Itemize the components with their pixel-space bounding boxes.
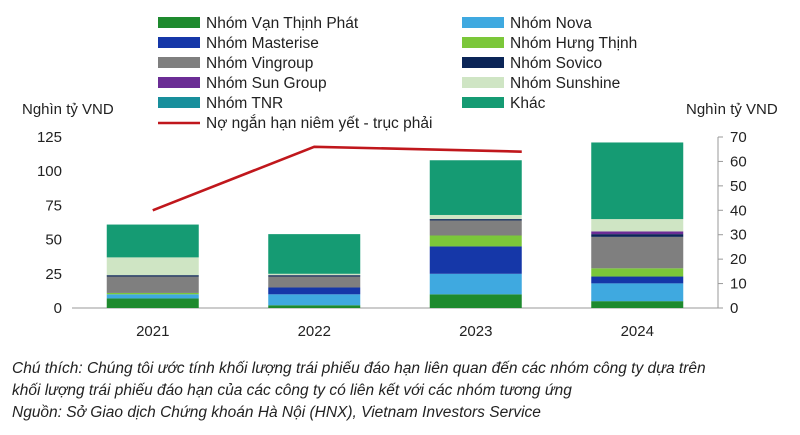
right-tick-label: 60 [730,153,747,170]
bar-segment-nhom-sovico [268,275,361,277]
legend-item-nhom-tnr: Nhóm TNR [158,95,283,112]
legend-label: Nhóm Sunshine [510,75,620,92]
bar-segment-nhom-sunshine [268,273,361,276]
x-tick-label: 2023 [459,323,492,340]
x-tick-label: 2021 [136,323,169,340]
right-tick-label: 30 [730,227,747,244]
left-tick-label: 25 [45,266,62,283]
left-axis-title: Nghìn tỷ VND [22,101,114,118]
bar-segment-nhom-nova [591,283,684,302]
legend-label: Nhóm Nova [510,15,592,32]
bar-segment-nhom-sovico [591,234,684,237]
right-tick-label: 0 [730,300,738,317]
legend-label: Nhóm Vạn Thịnh Phát [206,15,359,32]
footnotes: Chú thích: Chúng tôi ước tính khối lượng… [12,358,792,424]
legend-label: Nhóm Vingroup [206,55,313,72]
left-tick-label: 50 [45,232,62,249]
left-tick-label: 100 [37,163,62,180]
bar-segment-khac [429,160,522,215]
axes: 0 25 50 75 100 125 0 10 20 30 40 50 60 70 2021 2022 2023… [37,129,747,340]
legend-label: Nhóm Hưng Thịnh [510,35,637,52]
legend-item-khac: Khác [462,95,546,112]
bar-segment-nhom-nova [268,294,361,306]
legend-swatch [158,37,200,48]
legend-swatch [462,77,504,88]
right-tick-label: 50 [730,178,747,195]
bar-segment-nhom-sunshine [429,214,522,220]
bar-segment-nhom-van-thinh-phat [591,301,684,308]
legend-label: Nhóm Sovico [510,55,602,72]
legend-item-nhom-sunshine: Nhóm Sunshine [462,75,620,92]
legend-item-nhom-nova: Nhóm Nova [462,15,592,32]
bar-segment-nhom-sovico [106,275,199,277]
bar-segment-nhom-hung-thinh [429,235,522,247]
stacked-bar-chart: Nhóm Vạn Thịnh Phát Nhóm Nova Nhóm Masteri… [22,15,778,340]
bar-segment-nhom-vingroup [591,236,684,269]
legend-item-line: Nợ ngắn hạn niêm yết - trục phải [158,115,432,132]
legend-item-nhom-masterise: Nhóm Masterise [158,35,319,52]
left-tick-label: 125 [37,129,62,146]
source-line: Nguồn: Sở Giao dịch Chứng khoán Hà Nội (… [12,404,541,421]
bar-segment-nhom-van-thinh-phat [106,298,199,308]
bar-segment-nhom-vingroup [106,276,199,293]
bar-segment-nhom-sun-group [591,231,684,235]
legend-item-nhom-vingroup: Nhóm Vingroup [158,55,313,72]
legend-item-nhom-van-thinh-phat: Nhóm Vạn Thịnh Phát [158,15,359,32]
legend-swatch [158,77,200,88]
legend-label: Khác [510,95,546,112]
bar-segment-khac [591,142,684,220]
x-tick-label: 2022 [298,323,331,340]
bar-segment-nhom-van-thinh-phat [268,305,361,308]
bar-segment-nhom-masterise [429,246,522,274]
bar-segment-nhom-vingroup [429,220,522,236]
legend-swatch [462,37,504,48]
legend-swatch [462,57,504,68]
line-series [152,145,522,212]
right-tick-label: 40 [730,202,747,219]
legend-item-nhom-sovico: Nhóm Sovico [462,55,602,72]
bar-segment-nhom-masterise [591,276,684,284]
line-series-path [152,145,522,212]
bar-segment-nhom-hung-thinh [591,268,684,277]
bar-segment-nhom-van-thinh-phat [429,294,522,308]
legend-label: Nhóm TNR [206,95,283,112]
bar-segment-nhom-nova [429,273,522,295]
right-tick-label: 70 [730,129,747,146]
right-tick-label: 10 [730,276,747,293]
right-tick-label: 20 [730,251,747,268]
legend-label: Nhóm Masterise [206,35,319,52]
legend-label: Nợ ngắn hạn niêm yết - trục phải [206,115,432,132]
bar-segment-nhom-nova [106,294,199,299]
legend-swatch [462,97,504,108]
legend-item-nhom-hung-thinh: Nhóm Hưng Thịnh [462,35,637,52]
bar-segment-khac [268,234,361,274]
legend-swatch [158,57,200,68]
note-line-2: khối lượng trái phiếu đáo hạn của các cô… [12,382,572,399]
legend-swatch [462,17,504,28]
legend-label: Nhóm Sun Group [206,75,327,92]
note-line-1: Chú thích: Chúng tôi ước tính khối lượng… [12,360,706,377]
x-tick-label: 2024 [621,323,654,340]
bar-segment-khac [106,224,199,258]
bars [106,142,684,308]
right-axis-title: Nghìn tỷ VND [686,101,778,118]
left-tick-label: 0 [54,300,62,317]
bar-segment-nhom-sovico [429,219,522,221]
bar-segment-nhom-sunshine [106,257,199,276]
bar-segment-nhom-masterise [268,287,361,295]
bar-segment-nhom-hung-thinh [106,292,199,295]
bar-segment-nhom-sunshine [591,219,684,232]
bar-segment-nhom-vingroup [268,276,361,288]
legend: Nhóm Vạn Thịnh Phát Nhóm Nova Nhóm Masteri… [158,15,637,132]
legend-item-nhom-sun-group: Nhóm Sun Group [158,75,327,92]
left-tick-label: 75 [45,197,62,214]
legend-swatch [158,97,200,108]
legend-swatch [158,17,200,28]
